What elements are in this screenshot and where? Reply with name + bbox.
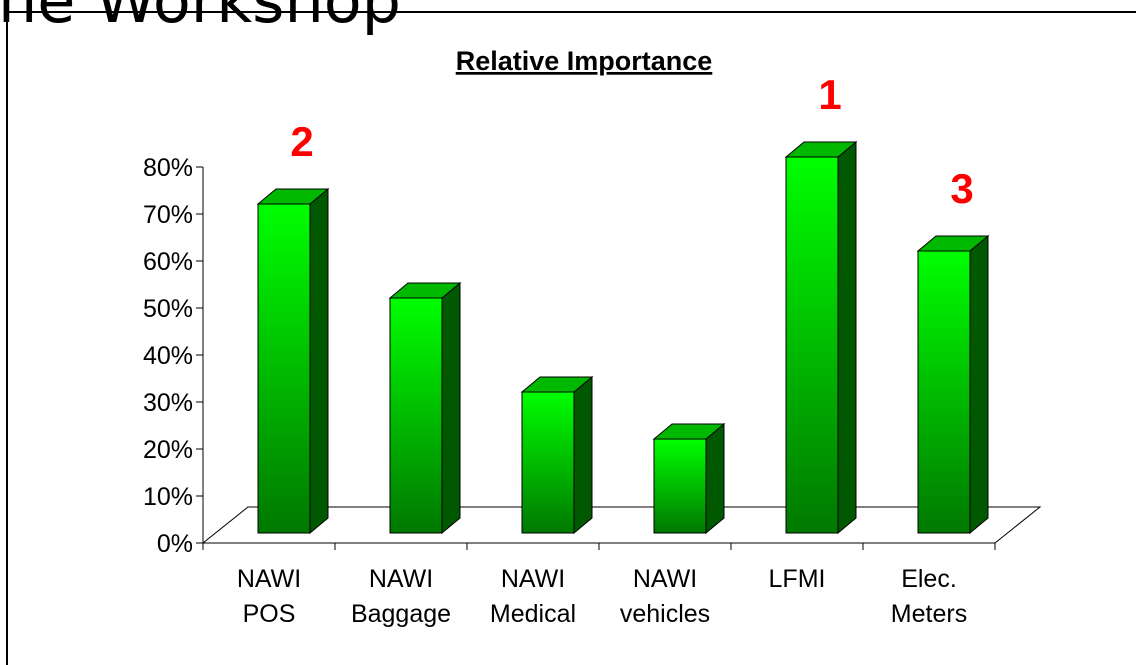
rank-annotation: 2 — [290, 118, 313, 165]
bar-front — [389, 297, 443, 534]
x-tick-label: LFMI — [769, 565, 826, 593]
x-tick-label: NAWI — [237, 565, 301, 593]
bar — [916, 234, 990, 535]
x-tick-label: Baggage — [351, 600, 451, 628]
bar-front — [917, 250, 971, 534]
y-tick-label: 70% — [143, 201, 193, 229]
bar-front — [653, 438, 707, 534]
bar — [520, 375, 594, 535]
x-tick-label: NAWI — [633, 565, 697, 593]
x-tick-label: NAWI — [369, 565, 433, 593]
y-tick-label: 10% — [143, 483, 193, 511]
x-tick-label: NAWI — [501, 565, 565, 593]
x-tick-label: Medical — [490, 600, 576, 628]
bar-side — [705, 422, 725, 535]
frame — [6, 11, 455, 665]
x-tick-label: POS — [243, 600, 296, 628]
bar-side — [441, 281, 461, 535]
y-tick-label: 40% — [143, 342, 193, 370]
bar — [256, 187, 330, 535]
bar-side — [309, 187, 329, 535]
bar — [784, 140, 858, 535]
bar — [652, 422, 726, 535]
x-tick-label: vehicles — [620, 600, 710, 628]
bar-side — [969, 234, 989, 535]
y-tick-label: 60% — [143, 248, 193, 276]
chart-title: Relative Importance — [456, 46, 713, 76]
y-tick-label: 50% — [143, 295, 193, 323]
bar-side — [573, 375, 593, 535]
y-tick-label: 80% — [143, 154, 193, 182]
bar-front — [521, 391, 575, 534]
bar — [388, 281, 462, 535]
x-tick-label: Elec. — [901, 565, 957, 593]
rank-annotation: 1 — [818, 71, 841, 118]
y-tick-label: 0% — [157, 530, 193, 558]
y-tick-label: 30% — [143, 389, 193, 417]
rank-annotation: 3 — [950, 165, 973, 212]
x-tick-label: Meters — [891, 600, 967, 628]
floor — [201, 506, 1042, 544]
bar-front — [785, 156, 839, 534]
bar-side — [837, 140, 857, 535]
slide-title: he Workshop — [0, 0, 401, 37]
y-tick-label: 20% — [143, 436, 193, 464]
bar-front — [257, 203, 311, 534]
